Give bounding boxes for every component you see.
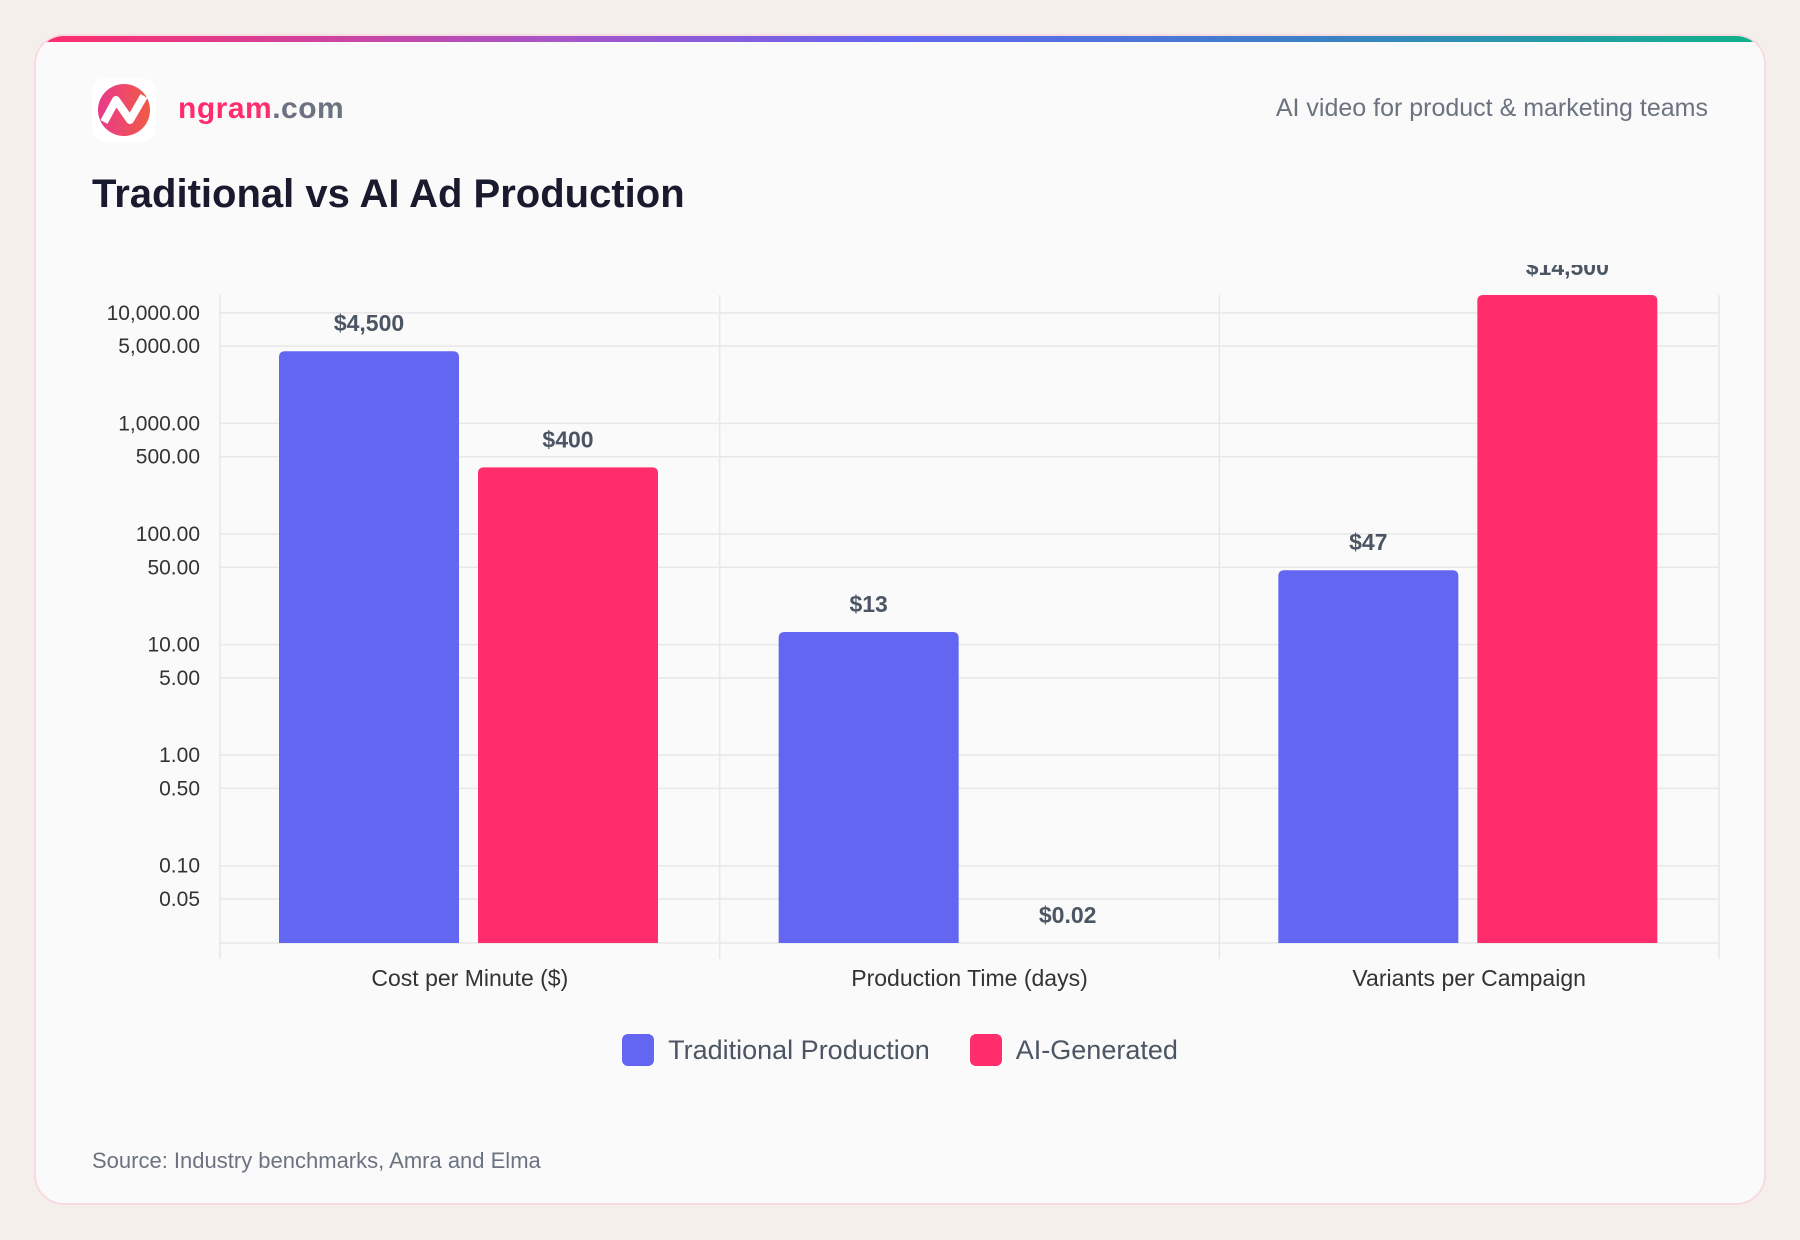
- data-label: $400: [542, 426, 593, 452]
- y-tick-label: 5,000.00: [118, 335, 200, 358]
- y-tick-label: 10,000.00: [107, 302, 200, 325]
- bar-traditional: [778, 631, 959, 943]
- y-tick-label: 1.00: [159, 744, 200, 767]
- bar-ai: [478, 467, 658, 943]
- data-label: $47: [1349, 529, 1387, 555]
- brand-suffix: .com: [272, 92, 345, 125]
- ngram-logo-icon: [92, 78, 156, 142]
- bar-traditional: [279, 351, 459, 943]
- legend-label: AI-Generated: [1015, 1034, 1178, 1065]
- chart-title: Traditional vs AI Ad Production: [92, 172, 685, 216]
- bar-traditional: [1278, 570, 1459, 943]
- y-tick-label: 0.10: [159, 855, 200, 878]
- tagline: AI video for product & marketing teams: [1275, 94, 1708, 122]
- x-tick-label: Cost per Minute ($): [371, 965, 568, 991]
- data-label: $14,500: [1526, 254, 1609, 280]
- y-tick-label: 10.00: [147, 634, 200, 657]
- gradient-bar: [36, 36, 1764, 42]
- legend-item-traditional[interactable]: Traditional Production: [622, 1034, 930, 1066]
- y-tick-label: 100.00: [136, 523, 200, 546]
- y-tick-label: 0.05: [159, 888, 200, 911]
- x-tick-label: Variants per Campaign: [1352, 965, 1586, 991]
- legend: Traditional Production AI-Generated: [36, 1034, 1764, 1066]
- brand-name: ngram.com: [178, 92, 344, 126]
- data-label: $0.02: [1039, 902, 1097, 928]
- source-note: Source: Industry benchmarks, Amra and El…: [92, 1148, 541, 1173]
- legend-swatch-traditional: [622, 1034, 655, 1066]
- bar-chart: 10,000.00 5,000.00 1,000.00 500.00 100.00 50.…: [107, 254, 1720, 991]
- brand-main: ngram: [178, 92, 273, 125]
- legend-swatch-ai: [969, 1034, 1002, 1066]
- y-tick-label: 5.00: [159, 667, 200, 690]
- bar-ai: [1477, 295, 1658, 943]
- y-tick-label: 0.50: [159, 777, 200, 800]
- x-tick-label: Production Time (days): [851, 965, 1087, 991]
- y-tick-label: 500.00: [136, 446, 200, 469]
- legend-label: Traditional Production: [668, 1034, 930, 1065]
- legend-item-ai[interactable]: AI-Generated: [969, 1034, 1178, 1066]
- data-label: $13: [849, 591, 887, 617]
- data-label: $4,500: [334, 310, 404, 336]
- y-tick-label: 50.00: [147, 556, 200, 579]
- chart-card: ngram.com AI video for product & marketi…: [34, 34, 1766, 1205]
- y-tick-label: 1,000.00: [118, 412, 200, 435]
